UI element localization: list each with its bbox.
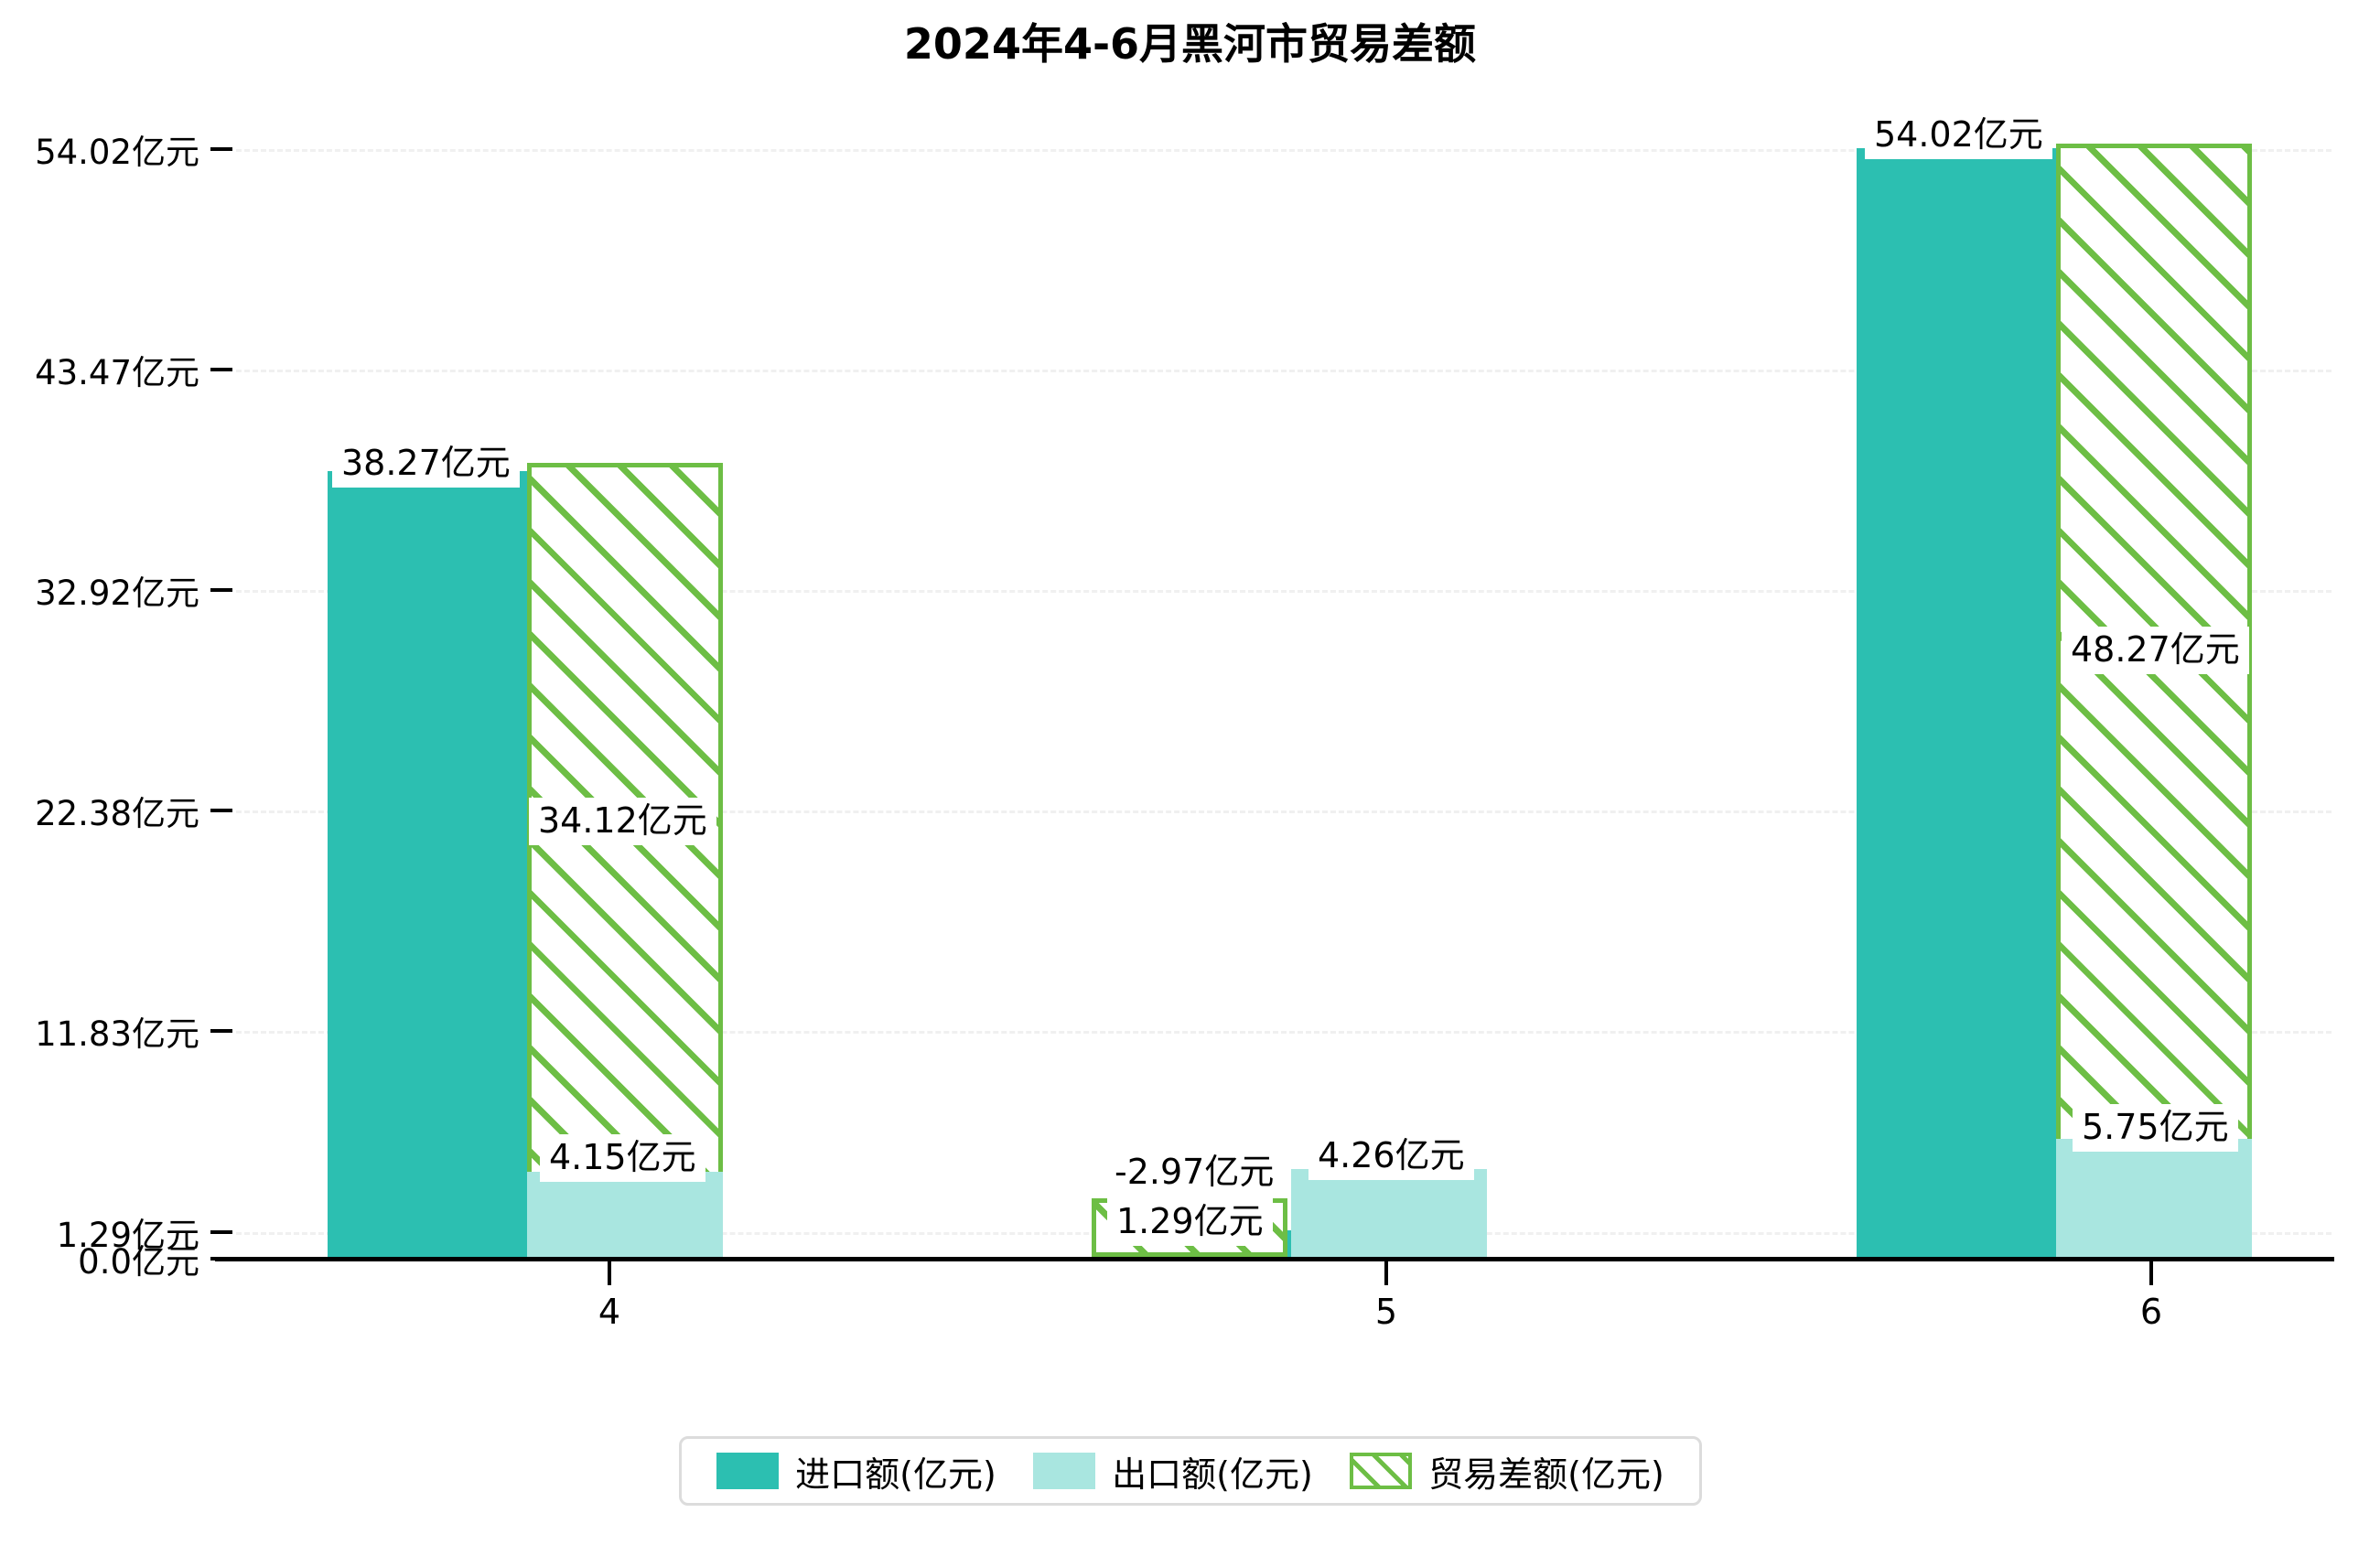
legend-item-import[interactable]: 进口额(亿元) [716,1446,996,1497]
y-tick-dash [210,147,232,151]
y-tick-label: 1.29亿元 [56,1216,199,1255]
gridline [236,810,2332,813]
y-tick-label: 54.02亿元 [35,133,199,172]
legend-item-balance[interactable]: 贸易差额(亿元) [1350,1446,1664,1497]
bar-export-month-6[interactable] [2056,1139,2252,1257]
y-tick-label: 22.38亿元 [35,794,199,833]
value-label-balance-month-6: 48.27亿元 [2062,627,2249,674]
bar-import-month-4[interactable] [328,471,527,1257]
legend-label-import: 进口额(亿元) [795,1454,996,1495]
value-label-export-month-5: 4.26亿元 [1308,1132,1474,1180]
y-tick-dash [210,809,232,812]
value-label-balance-month-4: 34.12亿元 [529,798,716,845]
y-tick-dash [210,1230,232,1234]
legend-swatch-balance-icon [1350,1453,1413,1489]
y-tick-label: 43.47亿元 [35,353,199,392]
legend-swatch-export-icon [1033,1453,1096,1489]
x-tick-mark-5 [1384,1261,1388,1285]
value-label-export-month-6: 5.75亿元 [2073,1104,2238,1152]
bar-import-month-6[interactable] [1857,148,2056,1257]
legend: 进口额(亿元) 出口额(亿元) 贸易差额(亿元) [679,1436,1702,1506]
legend-label-export: 出口额(亿元) [1112,1454,1313,1495]
bar-balance-month-4[interactable] [527,463,723,1257]
legend-swatch-import-icon [716,1453,780,1489]
y-tick-label: 0.0亿元 [78,1242,199,1282]
gridline [236,590,2332,593]
bar-export-month-5[interactable] [1291,1169,1487,1257]
x-tick-label-5: 5 [1374,1292,1398,1332]
chart-title: 2024年4-6月黑河市贸易差额 [903,19,1477,69]
value-label-import-month-5: 1.29亿元 [1107,1198,1273,1246]
value-label-import-month-4: 38.27亿元 [332,440,520,488]
legend-item-export[interactable]: 出口额(亿元) [1033,1446,1313,1497]
y-tick-dash [210,588,232,592]
gridline [236,370,2332,372]
value-label-import-month-6: 54.02亿元 [1865,112,2052,159]
y-tick-label: 11.83亿元 [35,1014,199,1054]
y-tick-dash [210,1029,232,1033]
bar-balance-month-6[interactable] [2056,144,2252,1257]
gridline [236,1031,2332,1034]
value-label-export-month-4: 4.15亿元 [540,1134,705,1182]
y-tick-dash [210,368,232,371]
value-label-balance-month-5: -2.97亿元 [1105,1149,1284,1196]
x-tick-mark-4 [608,1261,611,1285]
x-tick-label-6: 6 [2139,1292,2163,1332]
gridline [236,149,2332,152]
x-axis-line [215,1257,2334,1261]
y-tick-label: 32.92亿元 [35,574,199,613]
x-tick-mark-6 [2149,1261,2153,1285]
x-tick-label-4: 4 [598,1292,621,1332]
legend-label-balance: 贸易差额(亿元) [1428,1454,1664,1495]
bar-export-month-4[interactable] [527,1172,723,1257]
